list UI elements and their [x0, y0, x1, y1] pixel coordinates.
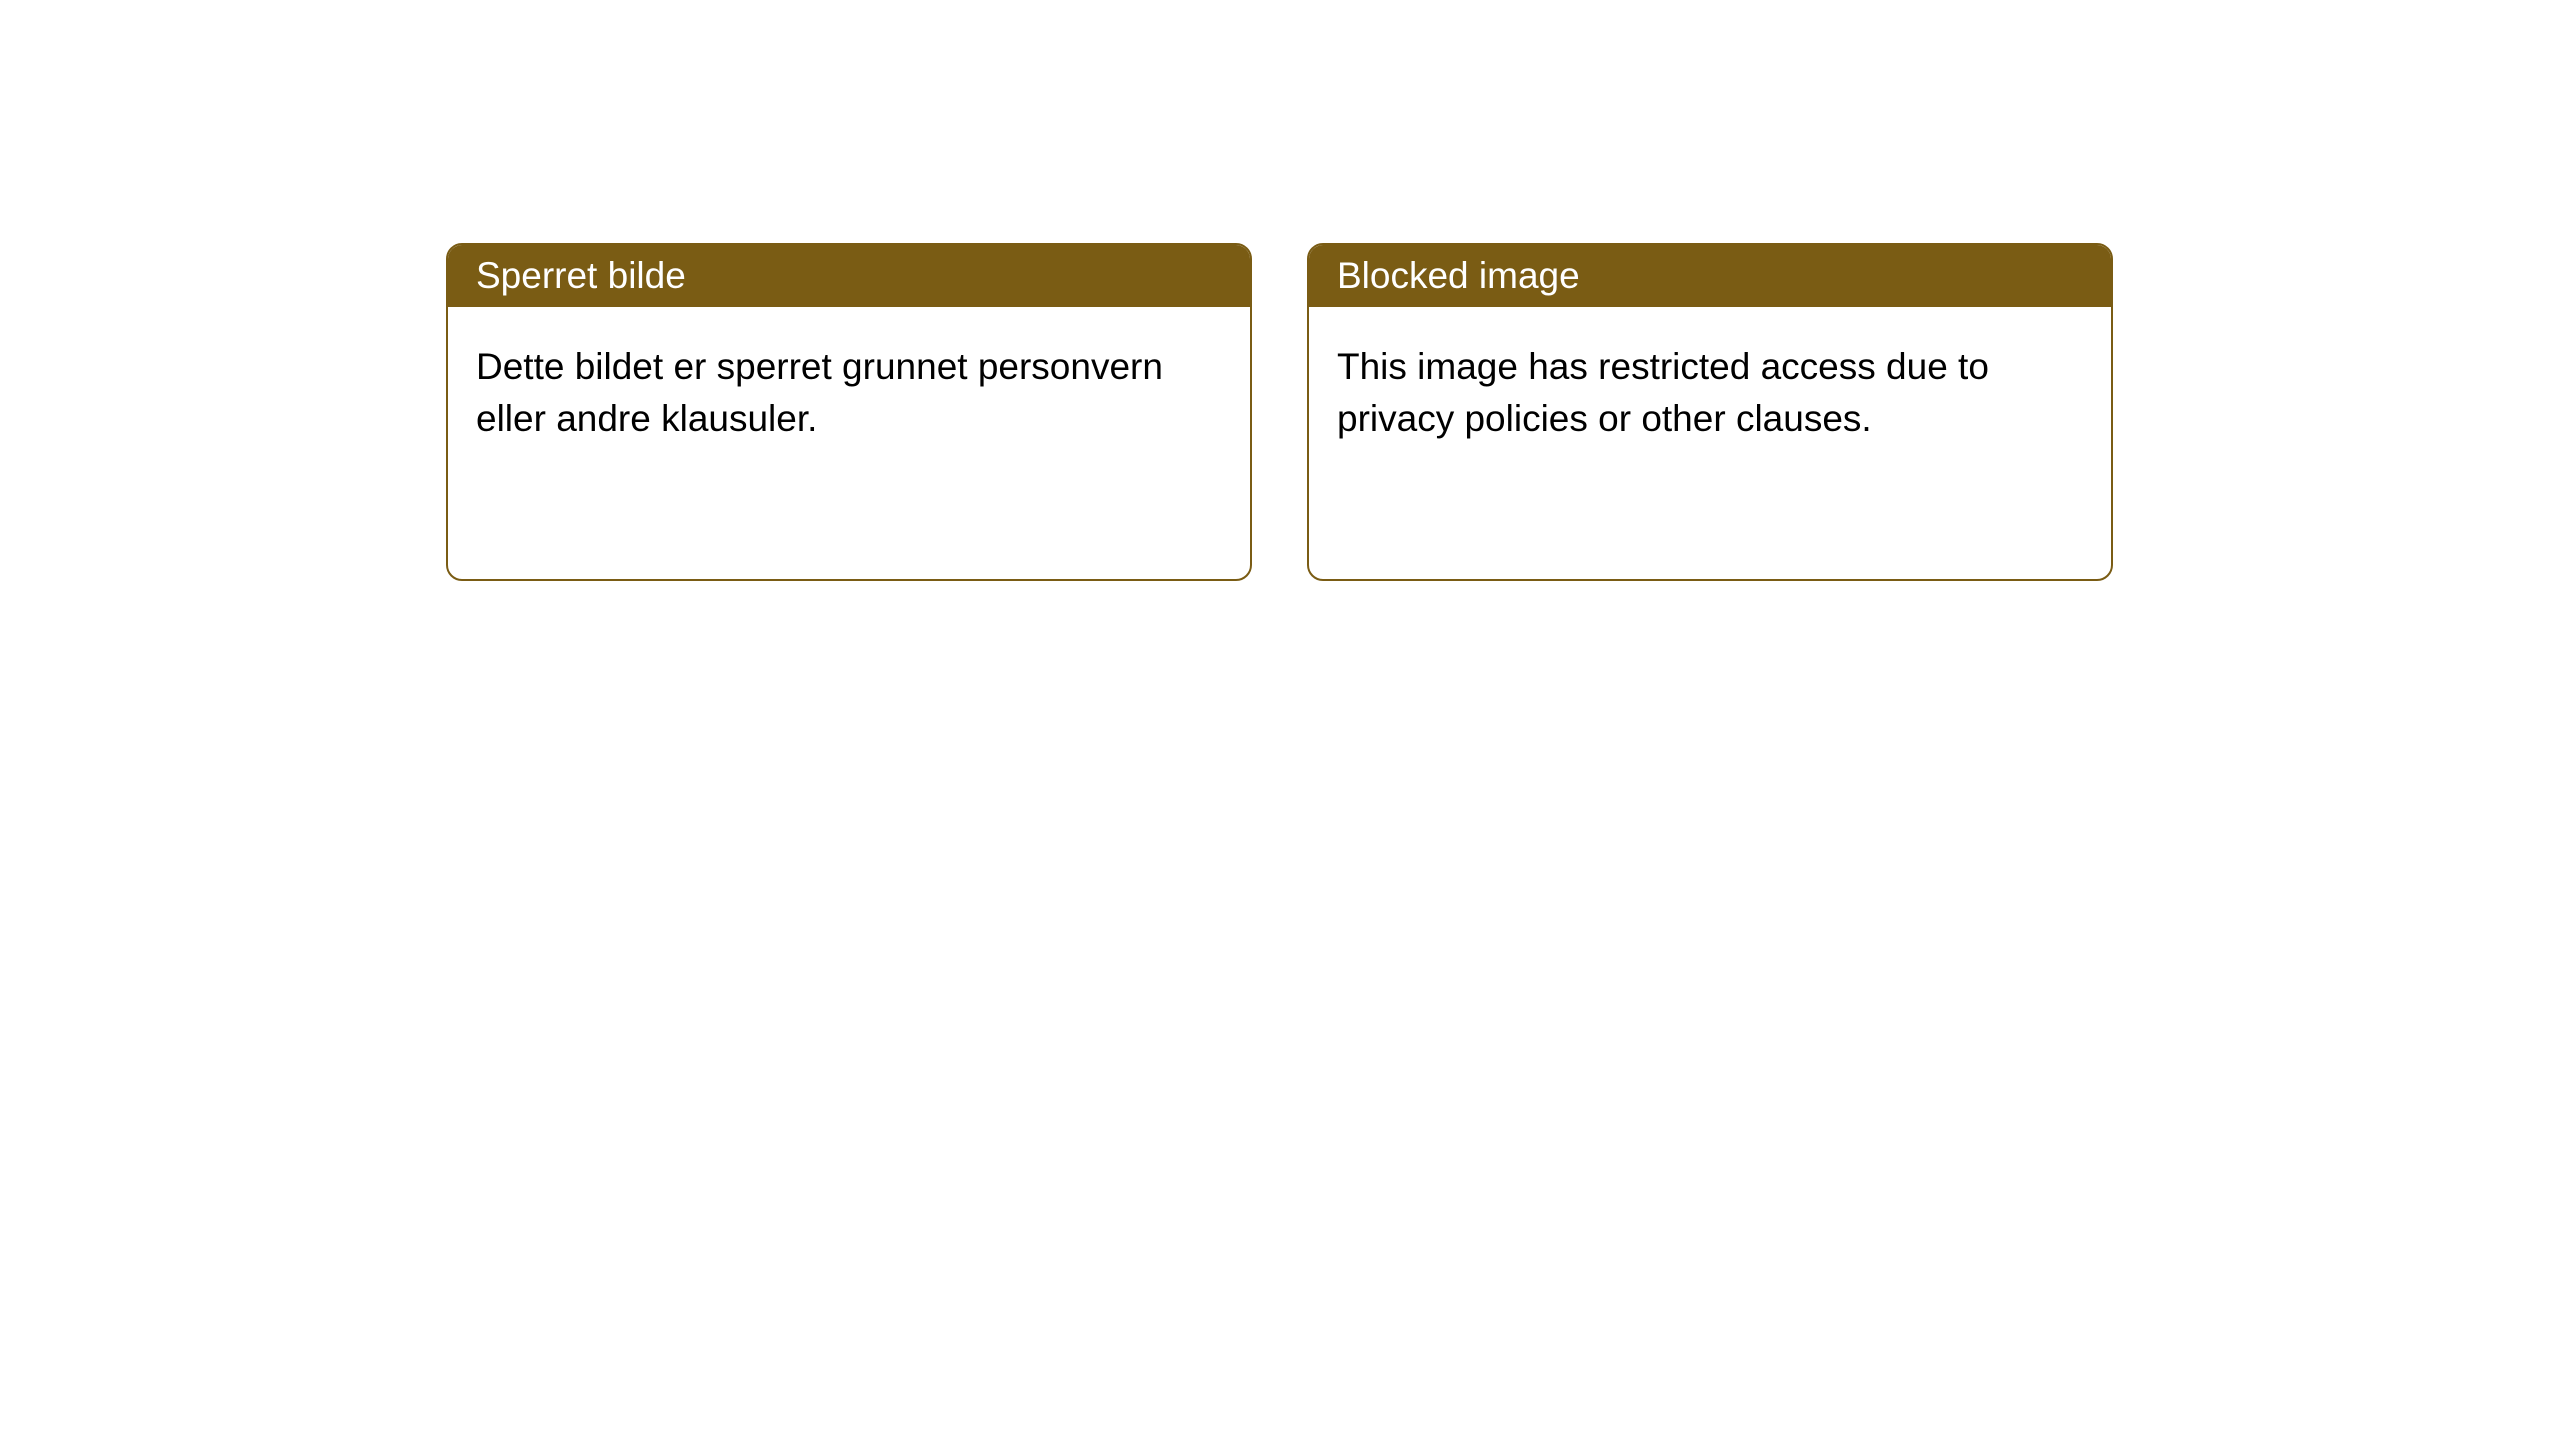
- card-body-text: Dette bildet er sperret grunnet personve…: [476, 346, 1163, 439]
- notice-card-norwegian: Sperret bilde Dette bildet er sperret gr…: [446, 243, 1252, 581]
- card-body: Dette bildet er sperret grunnet personve…: [448, 307, 1250, 479]
- notice-card-english: Blocked image This image has restricted …: [1307, 243, 2113, 581]
- notice-container: Sperret bilde Dette bildet er sperret gr…: [446, 243, 2113, 581]
- card-title: Blocked image: [1337, 255, 1580, 296]
- card-header: Blocked image: [1309, 245, 2111, 307]
- card-title: Sperret bilde: [476, 255, 686, 296]
- card-header: Sperret bilde: [448, 245, 1250, 307]
- card-body: This image has restricted access due to …: [1309, 307, 2111, 479]
- card-body-text: This image has restricted access due to …: [1337, 346, 1989, 439]
